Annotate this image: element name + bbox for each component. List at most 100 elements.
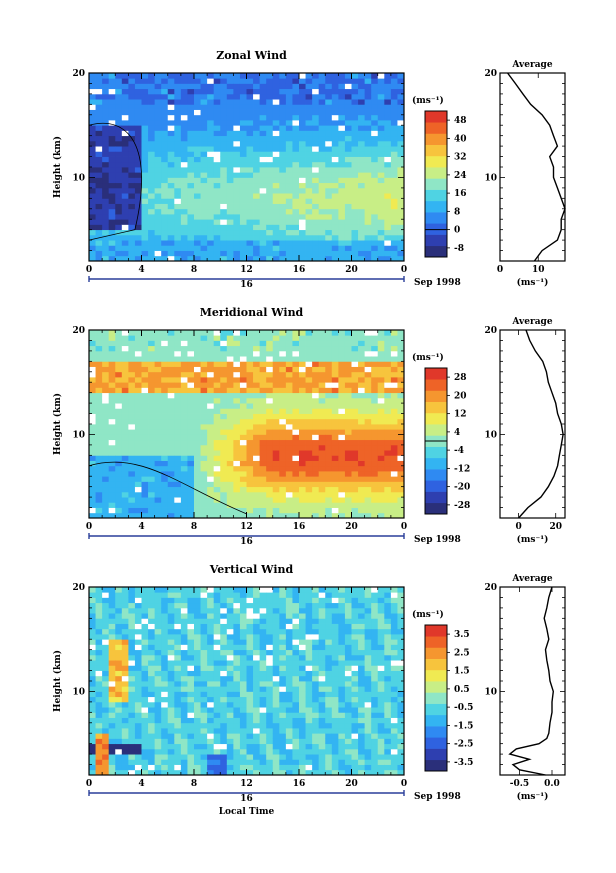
colorbar-tick-label: 12 bbox=[454, 410, 467, 420]
heatmap-cell bbox=[292, 99, 300, 105]
heatmap-cell bbox=[102, 156, 110, 163]
heatmap-cell bbox=[213, 99, 221, 105]
heatmap-cell bbox=[239, 660, 247, 666]
heatmap-cell bbox=[272, 99, 280, 105]
heatmap-cell bbox=[305, 193, 313, 199]
heatmap-cell bbox=[207, 769, 215, 776]
heatmap-cell bbox=[266, 649, 274, 656]
heatmap-cell bbox=[134, 198, 142, 204]
heatmap-cell bbox=[134, 759, 142, 765]
heatmap-cell bbox=[318, 135, 326, 142]
heatmap-cell bbox=[279, 434, 287, 441]
heatmap-cell bbox=[148, 665, 156, 671]
heatmap-cell bbox=[115, 392, 123, 399]
heatmap-cell bbox=[121, 219, 129, 225]
heatmap-cell bbox=[115, 733, 123, 739]
heatmap-cell bbox=[108, 177, 116, 184]
heatmap-cell bbox=[161, 618, 169, 624]
heatmap-cell bbox=[364, 366, 372, 373]
heatmap-cell bbox=[89, 733, 96, 739]
heatmap-cell bbox=[134, 738, 142, 745]
heatmap-cell bbox=[364, 146, 372, 152]
heatmap-cell bbox=[89, 340, 96, 347]
heatmap-cell bbox=[272, 151, 280, 157]
heatmap-cell bbox=[390, 382, 398, 388]
heatmap-cell bbox=[272, 330, 280, 336]
heatmap-cell bbox=[299, 491, 306, 498]
heatmap-cell bbox=[115, 712, 123, 718]
heatmap-cell bbox=[207, 701, 215, 708]
heatmap-cell bbox=[259, 78, 267, 84]
heatmap-cell bbox=[148, 465, 156, 472]
heatmap-cell bbox=[226, 733, 234, 739]
heatmap-cell bbox=[102, 471, 110, 477]
heatmap-cell bbox=[384, 429, 392, 435]
heatmap-cell bbox=[246, 371, 254, 378]
heatmap-cell bbox=[318, 403, 326, 409]
heatmap-cell bbox=[128, 476, 136, 482]
heatmap-cell bbox=[102, 340, 110, 347]
heatmap-cell bbox=[331, 234, 339, 241]
heatmap-cell bbox=[207, 748, 215, 755]
heatmap-cell bbox=[108, 644, 116, 651]
heatmap-cell bbox=[220, 613, 228, 619]
heatmap-cell bbox=[272, 465, 280, 472]
heatmap-cell bbox=[95, 701, 103, 708]
heatmap-cell bbox=[226, 418, 234, 425]
heatmap-cell bbox=[89, 654, 96, 661]
heatmap-cell bbox=[246, 104, 254, 110]
heatmap-cell bbox=[325, 377, 333, 383]
heatmap-cell bbox=[272, 634, 280, 640]
heatmap-cell bbox=[358, 460, 366, 467]
heatmap-cell bbox=[305, 187, 313, 194]
heatmap-cell bbox=[95, 722, 103, 729]
heatmap-cell bbox=[194, 397, 201, 404]
heatmap-cell bbox=[259, 512, 267, 519]
heatmap-cell bbox=[246, 686, 254, 692]
heatmap-cell bbox=[220, 460, 228, 467]
x-tick-label: 4 bbox=[138, 265, 144, 275]
heatmap-cell bbox=[128, 125, 136, 131]
heatmap-cell bbox=[305, 512, 313, 519]
heatmap-cell bbox=[174, 728, 182, 734]
heatmap-cell bbox=[167, 654, 175, 661]
heatmap-cell bbox=[174, 245, 182, 251]
heatmap-cell bbox=[187, 156, 195, 163]
heatmap-cell bbox=[141, 130, 149, 137]
heatmap-cell bbox=[299, 450, 306, 456]
heatmap-cell bbox=[292, 382, 300, 388]
heatmap-cell bbox=[384, 413, 392, 420]
heatmap-cell bbox=[180, 340, 188, 347]
colorbar-tick-label: 40 bbox=[454, 134, 467, 144]
heatmap-cell bbox=[194, 78, 201, 84]
heatmap-cell bbox=[239, 234, 247, 241]
heatmap-cell bbox=[167, 172, 175, 178]
colorbar-segment bbox=[425, 144, 447, 157]
heatmap-cell bbox=[338, 455, 346, 461]
heatmap-cell bbox=[259, 371, 267, 378]
heatmap-cell bbox=[167, 754, 175, 760]
heatmap-cell bbox=[154, 644, 162, 651]
heatmap-cell bbox=[358, 481, 366, 488]
heatmap-cell bbox=[358, 356, 366, 362]
heatmap-cell bbox=[220, 182, 228, 189]
heatmap-cell bbox=[253, 429, 261, 435]
heatmap-cell bbox=[239, 764, 247, 771]
heatmap-cell bbox=[318, 471, 326, 477]
heatmap-cell bbox=[384, 392, 392, 399]
heatmap-cell bbox=[239, 444, 247, 451]
heatmap-cell bbox=[239, 712, 247, 718]
heatmap-cell bbox=[161, 486, 169, 493]
heatmap-cell bbox=[371, 255, 379, 262]
heatmap-cell bbox=[266, 99, 274, 105]
heatmap-cell bbox=[305, 403, 313, 409]
heatmap-cell bbox=[233, 193, 241, 199]
heatmap-cell bbox=[285, 491, 293, 498]
heatmap-cell bbox=[325, 193, 333, 199]
heatmap-cell bbox=[384, 219, 392, 225]
heatmap-cell bbox=[154, 502, 162, 508]
heatmap-cell bbox=[371, 245, 379, 251]
heatmap-cell bbox=[200, 738, 208, 745]
heatmap-cell bbox=[154, 88, 162, 95]
